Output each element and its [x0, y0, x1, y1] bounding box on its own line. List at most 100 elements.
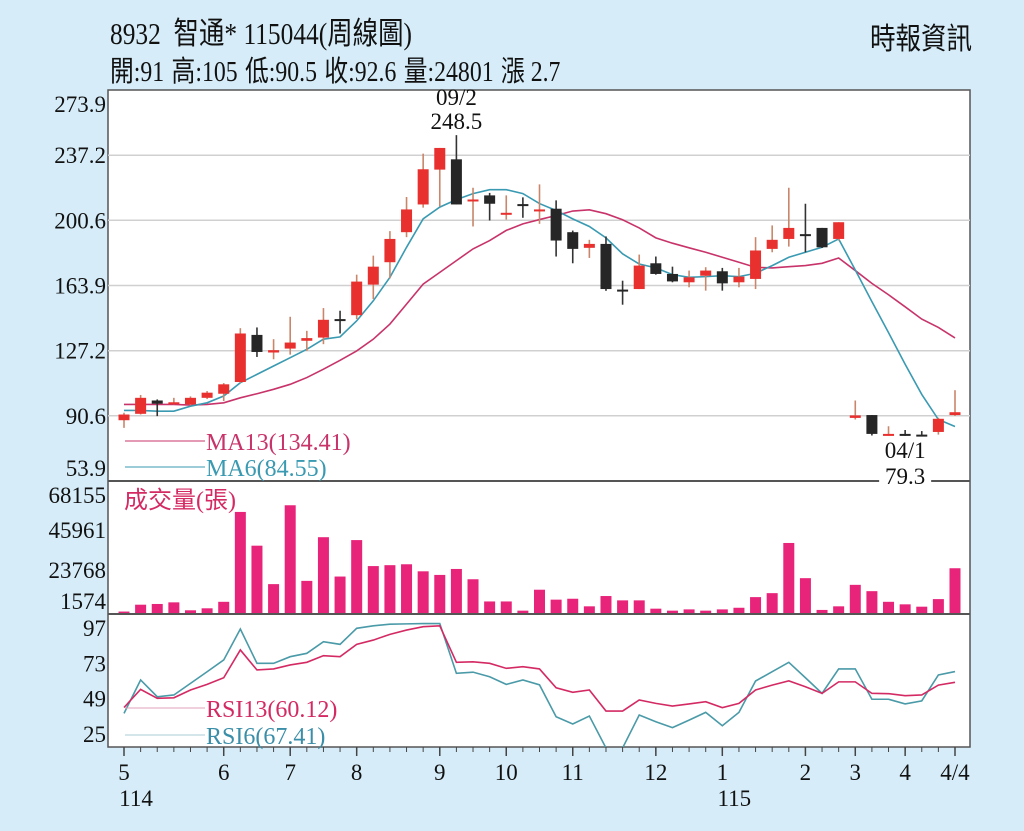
candle-body: [500, 212, 512, 215]
volume-bar: [301, 580, 313, 613]
volume-bar: [284, 505, 296, 613]
volume-bar: [534, 589, 545, 613]
volume-bar: [367, 566, 379, 613]
candlestick: [666, 266, 678, 283]
x-tick-label: 6: [218, 760, 230, 785]
volume-value: 量:24801: [403, 56, 494, 88]
candle-body: [949, 412, 961, 416]
candle-body: [135, 397, 147, 414]
volume-bar: [484, 601, 496, 613]
candle-body: [184, 397, 196, 405]
candle-body: [417, 169, 429, 205]
volume-bar: [617, 600, 629, 613]
candlestick: [949, 390, 961, 416]
price-tick-label: 163.9: [54, 274, 106, 299]
candle-body: [932, 418, 944, 432]
candle-body: [750, 250, 762, 279]
candle-body: [467, 199, 479, 202]
rsi-tick-label: 97: [83, 616, 106, 641]
candle-body: [550, 208, 562, 241]
volume-bar: [816, 609, 828, 613]
candle-body: [766, 239, 778, 249]
candlestick: [932, 417, 944, 435]
candle-body: [849, 415, 861, 418]
candle-body: [650, 263, 662, 274]
volume-bar: [766, 593, 778, 613]
candlestick: [401, 196, 413, 238]
candlestick: [766, 225, 778, 253]
annotation-value: 248.5: [431, 109, 483, 134]
rsi-tick-label: 25: [83, 722, 106, 747]
volume-bar: [866, 591, 878, 613]
candle-body: [218, 384, 230, 394]
candle-body: [284, 342, 296, 349]
volume-bar: [434, 574, 446, 613]
volume-bar: [583, 606, 595, 613]
x-tick-label: 7: [284, 760, 296, 785]
candlestick: [367, 255, 379, 300]
candle-body: [534, 209, 545, 212]
candlestick: [284, 316, 296, 355]
volume-tick-label: 68155: [49, 483, 107, 508]
change-value: 漲 2.7: [500, 56, 561, 88]
candlestick: [434, 147, 446, 207]
candlestick: [733, 267, 745, 288]
rsi6-line: [123, 622, 956, 747]
x-tick-label: 10: [495, 760, 518, 785]
candlestick: [500, 195, 512, 220]
volume-bar: [716, 609, 728, 613]
candle-body: [201, 392, 213, 398]
volume-bar: [201, 608, 213, 613]
candle-body: [151, 400, 163, 404]
candle-body: [683, 277, 695, 283]
volume-bar: [168, 602, 180, 613]
volume-bar: [799, 578, 811, 613]
volume-bar: [467, 579, 479, 613]
candle-body: [617, 289, 629, 292]
volume-tick-label: 1574: [60, 589, 107, 614]
volume-bar: [750, 597, 762, 613]
volume-bar: [268, 584, 280, 613]
candle-body: [301, 338, 313, 341]
candle-body: [567, 232, 579, 249]
candlestick: [201, 391, 213, 400]
price-tick-label: 53.9: [66, 456, 106, 481]
candlestick: [600, 236, 612, 291]
candle-body: [916, 434, 928, 437]
volume-bar: [683, 609, 695, 613]
x-tick-label: 1: [717, 760, 729, 785]
volume-bar: [218, 601, 230, 613]
candlestick: [849, 400, 861, 420]
volume-panel-title: 成交量(張): [124, 487, 236, 514]
volume-bar: [883, 601, 895, 613]
source-label: 時報資訊: [870, 23, 972, 56]
candlestick: [617, 280, 629, 305]
candle-body: [783, 227, 795, 239]
candle-body: [334, 319, 346, 322]
volume-bar: [450, 568, 462, 613]
candlestick: [899, 429, 911, 436]
price-tick-label: 273.9: [54, 92, 106, 117]
candlestick: [151, 399, 163, 417]
candlestick: [683, 270, 695, 288]
candle-body: [816, 227, 828, 248]
candlestick: [567, 230, 579, 264]
candlestick: [700, 267, 712, 291]
rsi-tick-label: 73: [83, 651, 106, 676]
volume-bar: [184, 610, 196, 613]
rsi-tick-label: 49: [83, 687, 106, 712]
close-price: 收:92.6: [324, 56, 397, 88]
candlestick: [184, 396, 196, 406]
candlestick: [268, 339, 280, 360]
candle-body: [251, 334, 263, 352]
candlestick: [118, 412, 130, 428]
candle-body: [799, 234, 811, 237]
volume-bar: [700, 610, 712, 613]
candlestick: [484, 192, 496, 221]
candlestick: [866, 415, 878, 436]
candle-body: [517, 204, 529, 207]
candlestick: [650, 256, 662, 275]
volume-bar: [417, 571, 429, 613]
volume-bar: [151, 603, 163, 613]
